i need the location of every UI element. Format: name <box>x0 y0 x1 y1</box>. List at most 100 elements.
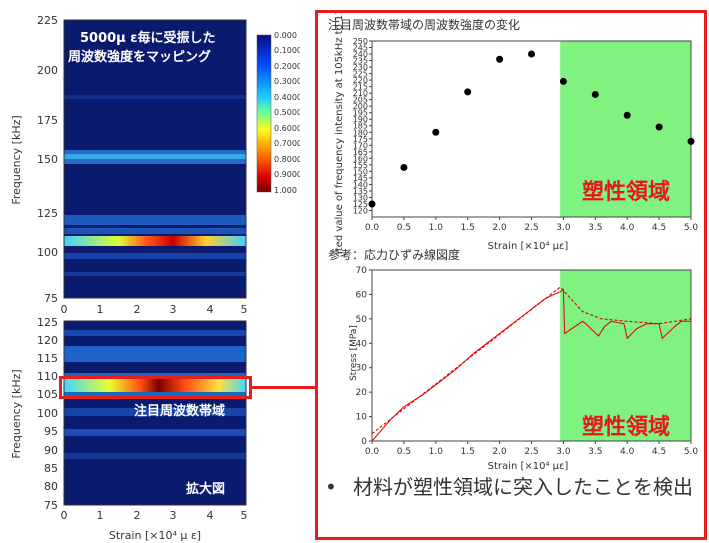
scatter-title: 注目周波数帯域の周波数強度の変化 <box>328 17 520 32</box>
y-tick-label: 230 <box>353 63 368 72</box>
y-tick-label: 210 <box>353 89 368 98</box>
y-tick-label: 205 <box>353 96 368 105</box>
zoom-band-115 <box>64 346 246 362</box>
scatter-xlabel: Strain [×10⁴ με] <box>488 241 569 252</box>
stress-strain-trend-line <box>371 286 692 435</box>
stress-strain-line <box>371 288 691 442</box>
y-tick: 100 <box>37 407 58 420</box>
overlay-text-line1: 5000μ ε毎に受振した <box>80 30 216 46</box>
y-tick-label: 10 <box>356 413 368 423</box>
label-zoom: 拡大図 <box>186 481 225 497</box>
y-tick-label: 180 <box>353 128 368 137</box>
colorbar-tick: 0.2000 <box>274 62 300 71</box>
y-tick-label: 0 <box>361 437 367 447</box>
zoom-band-107 <box>64 378 246 392</box>
scatter-point <box>464 88 472 96</box>
y-tick: 175 <box>37 114 58 127</box>
x-tick-label: 1.5 <box>461 223 475 233</box>
x-tick-label: 2.5 <box>524 223 538 233</box>
right-panel-frame <box>315 10 707 540</box>
y-tick-label: 245 <box>353 44 368 53</box>
x-tick: 0 <box>61 509 68 522</box>
y-tick-label: 150 <box>353 167 368 176</box>
y-tick-label: 30 <box>356 364 368 374</box>
y-tick: 115 <box>37 352 58 365</box>
x-tick: 3 <box>170 509 177 522</box>
scatter-point <box>368 200 376 208</box>
heatmap-band-120 <box>64 215 246 225</box>
heatmap-bottom-y-ticks: 125 120 115 110 105 100 95 90 85 80 75 <box>37 318 58 512</box>
x-tick: 2 <box>134 509 141 522</box>
heatmap-top-y-ticks: 225 200 175 150 125 100 75 <box>37 14 58 305</box>
plastic-region-shade <box>560 270 691 441</box>
scatter-point <box>623 111 631 119</box>
y-tick: 95 <box>44 425 58 438</box>
scatter-ylabel: Integrated value of frequency intensity … <box>334 13 345 253</box>
zoom-band-85 <box>64 453 246 459</box>
colorbar <box>256 34 272 193</box>
x-tick-label: 3.0 <box>556 223 571 233</box>
x-tick-label: 3.0 <box>556 447 571 457</box>
x-tick-label: 3.5 <box>588 447 602 457</box>
x-tick-label: 0.5 <box>397 223 411 233</box>
colorbar-tick: 0.5000 <box>274 108 300 117</box>
y-tick: 225 <box>37 14 58 27</box>
y-tick: 125 <box>37 207 58 220</box>
zoom-band-119 <box>64 330 246 336</box>
zoom-band-92 <box>64 429 246 436</box>
x-tick-label: 2.5 <box>524 447 538 457</box>
y-tick-label: 20 <box>356 388 368 398</box>
y-tick-label: 50 <box>356 315 368 325</box>
overlay-text-line2: 周波数強度をマッピング <box>68 49 211 65</box>
heatmap-top-frame <box>63 19 247 299</box>
x-tick-label: 3.5 <box>588 223 602 233</box>
scatter-plastic-label: 塑性領域 <box>582 179 670 205</box>
colorbar-tick: 0.1000 <box>274 46 300 55</box>
x-tick-label: 1.0 <box>429 223 444 233</box>
x-tick: 1 <box>97 303 104 316</box>
y-tick-label: 195 <box>353 109 368 118</box>
heatmap-bottom-ylabel: Frequency [kHz] <box>10 369 23 458</box>
x-tick-label: 5.0 <box>684 447 699 457</box>
focus-band-connector <box>252 386 315 389</box>
frequency-intensity-scatter-chart: 注目周波数帯域の周波数強度の変化 0.0 0.5 1.0 1.5 2.0 2.5 3.0 3.… <box>328 13 698 253</box>
y-tick-label: 70 <box>356 266 368 276</box>
y-tick-label: 120 <box>353 206 368 215</box>
plastic-region-shade <box>560 41 691 217</box>
heatmap-bottom-frame <box>63 320 247 506</box>
y-tick-label: 40 <box>356 339 368 349</box>
y-tick-label: 250 <box>353 37 368 46</box>
colorbar-tick: 1.000 <box>274 186 297 195</box>
y-tick-label: 235 <box>353 57 368 66</box>
y-tick-label: 225 <box>353 70 368 79</box>
y-tick-label: 175 <box>353 135 368 144</box>
heatmap-band-115 <box>64 228 246 234</box>
colorbar-tick: 0.6000 <box>274 124 300 133</box>
x-tick: 5 <box>241 303 248 316</box>
y-tick: 80 <box>44 480 58 493</box>
x-tick-label: 0.5 <box>397 447 411 457</box>
colorbar-tick: 0.4000 <box>274 93 300 102</box>
x-tick-label: 4.5 <box>652 223 666 233</box>
y-tick: 75 <box>44 499 58 512</box>
x-tick: 4 <box>207 303 214 316</box>
y-tick-label: 200 <box>353 102 368 111</box>
x-tick: 0 <box>61 303 68 316</box>
heatmap-bottom-x-ticks: 0 1 2 3 4 5 <box>61 509 248 522</box>
x-tick-label: 2.0 <box>492 223 507 233</box>
y-tick: 150 <box>37 153 58 166</box>
colorbar-tick: 0.7000 <box>274 139 300 148</box>
stress-strain-plastic-label: 塑性領域 <box>582 414 670 440</box>
y-tick: 75 <box>44 292 58 305</box>
colorbar-tick: 0.3000 <box>274 77 300 86</box>
heatmap-bottom-chart: 注目周波数帯域 拡大図 125 120 115 110 105 100 95 9… <box>10 318 248 542</box>
heatmap-band-180 <box>64 95 246 99</box>
y-tick-label: 220 <box>353 76 368 85</box>
focus-band-highlight-box <box>59 376 252 399</box>
heatmap-band-100 <box>64 253 246 259</box>
y-tick: 90 <box>44 444 58 457</box>
y-tick-label: 240 <box>353 50 368 59</box>
x-tick-label: 4.5 <box>652 447 666 457</box>
heatmap-band-90 <box>64 272 246 276</box>
x-tick: 5 <box>241 509 248 522</box>
